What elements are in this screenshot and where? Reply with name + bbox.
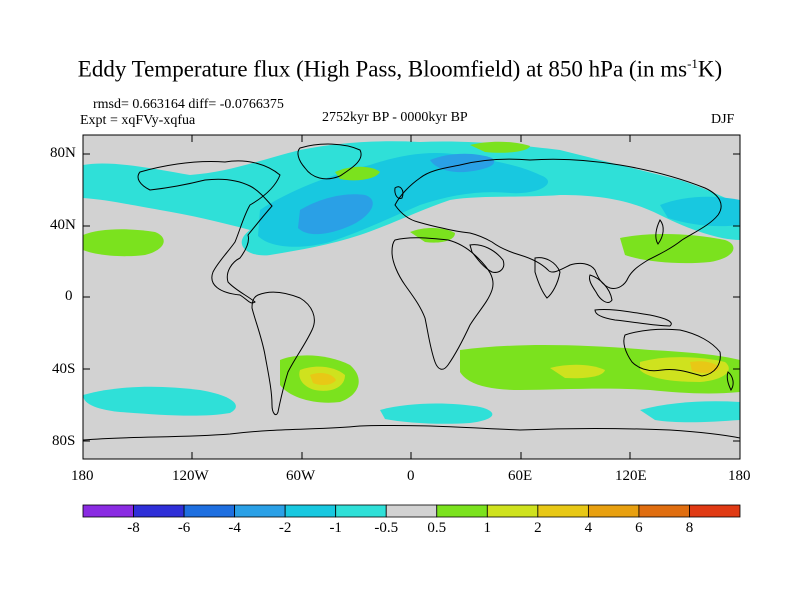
stats-line: rmsd= 0.663164 diff= -0.0766375: [93, 97, 284, 112]
colorbar-box-6: [385, 504, 438, 518]
colorbar-box-4: [284, 504, 337, 518]
x-label-60w: 60W: [286, 468, 316, 484]
sh-pacific-negative: [83, 386, 236, 416]
colorbar-label-7: 1: [483, 520, 492, 536]
colorbar-label-11: 8: [685, 520, 694, 536]
coast-india: [534, 257, 561, 299]
colorbar-label-2: -4: [228, 520, 241, 536]
sh-pacific-east-negative: [640, 401, 740, 423]
y-label-40n: 40N: [50, 217, 76, 233]
colorbar-label-6: 0.5: [427, 520, 447, 536]
coast-africa: [391, 237, 494, 370]
colorbar-box-7: [436, 504, 488, 518]
coast-arabia: [469, 244, 505, 273]
coast-uk: [394, 186, 404, 199]
y-label-80n: 80N: [50, 145, 76, 161]
colorbar-box-1: [133, 504, 185, 518]
x-label-120w: 120W: [172, 468, 209, 484]
colorbar-box-5: [335, 504, 387, 518]
colorbar-box-12: [689, 504, 741, 518]
y-label-80s: 80S: [52, 433, 76, 449]
colorbar-label-8: 2: [534, 520, 542, 536]
season-label: DJF: [711, 112, 735, 127]
colorbar-box-9: [537, 504, 589, 518]
colorbar-label-5: -0.5: [374, 520, 399, 536]
coastlines: [83, 143, 740, 441]
title-prefix: Eddy Temperature flux (High Pass, Bloomf…: [77, 56, 688, 82]
chart-title: Eddy Temperature flux (High Pass, Bloomf…: [0, 56, 800, 83]
colorbar-box-2: [183, 504, 236, 518]
coast-north-america: [137, 160, 281, 304]
south-atlantic-peak: [310, 372, 336, 385]
y-label-0: 0: [65, 288, 73, 304]
coast-japan: [655, 219, 664, 245]
colorbar-label-9: 4: [584, 520, 593, 536]
coast-indonesia: [594, 309, 672, 327]
x-label-180w: 180: [71, 468, 94, 484]
y-label-40s: 40S: [52, 361, 76, 377]
experiment-label: Expt = xqFVy-xqfua: [80, 113, 196, 128]
west-pacific-negative: [660, 196, 740, 227]
period-label: 2752kyr BP - 0000kyr BP: [322, 110, 468, 125]
negative-flux-regions: [83, 141, 740, 424]
colorbar-box-10: [587, 504, 640, 518]
colorbar-label-3: -2: [278, 520, 292, 536]
title-superscript: -1: [687, 56, 698, 71]
x-label-180e: 180: [728, 468, 751, 484]
x-label-60e: 60E: [508, 468, 533, 484]
positive-flux-regions: [83, 141, 740, 403]
north-pacific-positive: [83, 229, 164, 257]
colorbar-label-4: -1: [329, 520, 342, 536]
coast-southeast-asia: [589, 274, 613, 303]
sh-atlantic-negative: [380, 403, 493, 424]
x-label-120e: 120E: [615, 468, 647, 484]
colorbar-box-0: [82, 504, 134, 518]
coast-south-america: [251, 291, 315, 416]
colorbar-label-0: -8: [127, 520, 140, 536]
x-ticks: [82, 135, 741, 459]
colorbar-box-8: [486, 504, 539, 518]
coast-europe-asia: [394, 158, 722, 289]
greenland-positive: [335, 166, 380, 181]
coast-antarctica: [83, 424, 740, 441]
indian-ocean-positive-core: [550, 364, 605, 379]
colorbar: [82, 504, 741, 518]
mediterranean-positive: [410, 227, 455, 243]
arctic-positive: [470, 141, 530, 153]
coast-australia: [623, 328, 721, 377]
colorbar-box-3: [234, 504, 286, 518]
australia-peak: [690, 361, 720, 373]
colorbar-box-11: [638, 504, 690, 518]
coast-new-zealand: [726, 371, 734, 391]
coast-greenland: [297, 143, 362, 180]
map-panel: [83, 135, 740, 459]
colorbar-label-10: 6: [635, 520, 643, 536]
colorbar-label-1: -6: [177, 520, 191, 536]
title-suffix: K): [697, 56, 723, 82]
y-ticks: [83, 153, 740, 442]
east-asia-positive: [620, 234, 734, 264]
x-label-0: 0: [407, 468, 415, 484]
nh-atlantic-core: [298, 194, 373, 235]
